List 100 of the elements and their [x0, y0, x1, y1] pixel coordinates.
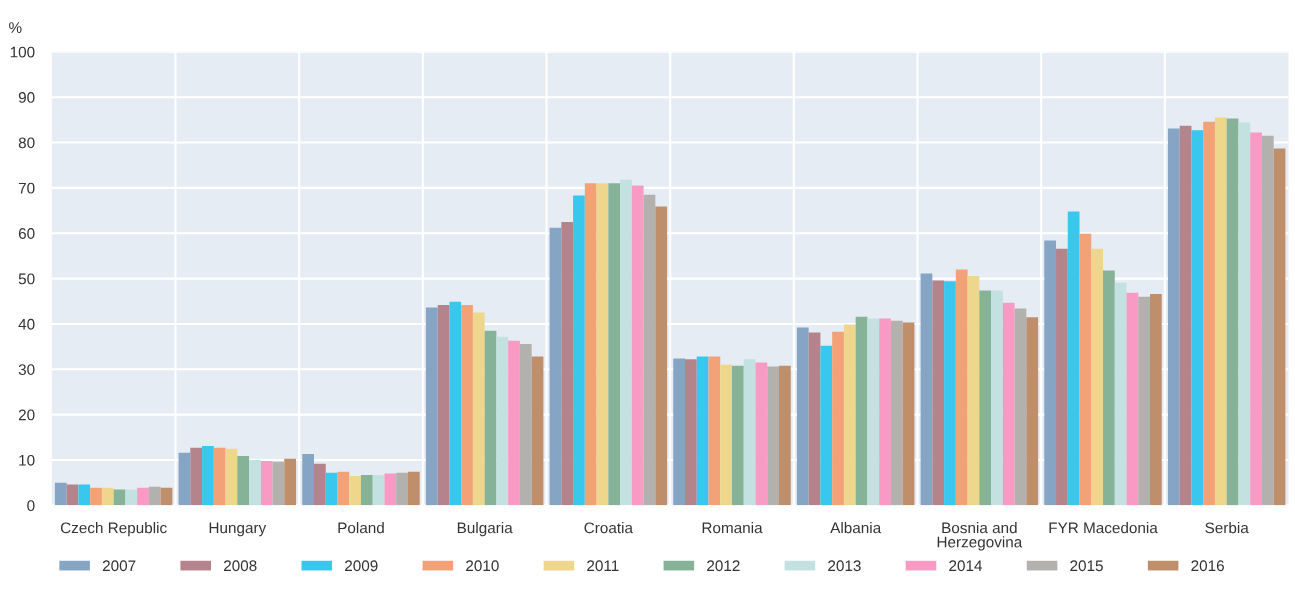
bar [832, 331, 844, 506]
bar [325, 472, 338, 506]
bar [1150, 294, 1162, 506]
bar [755, 362, 768, 506]
x-tick-label: Czech Republic [60, 522, 167, 537]
y-tick-label: 90 [18, 92, 35, 103]
bar [113, 489, 126, 506]
bar [932, 280, 945, 506]
y-tick-label: 50 [18, 273, 35, 285]
y-tick-label: 20 [18, 409, 35, 421]
bar [1191, 130, 1204, 506]
y-tick-label: 70 [18, 182, 35, 194]
bar [160, 487, 173, 506]
x-tick-label: FYR Macedonia [1049, 522, 1158, 534]
x-tick-label: Croatia [584, 522, 633, 534]
bar [1273, 148, 1286, 506]
bar [855, 316, 868, 506]
bar [396, 472, 408, 506]
bar [437, 304, 450, 506]
bar [879, 318, 891, 506]
bar [249, 460, 261, 506]
bar [90, 487, 102, 506]
bar [584, 183, 597, 506]
bar [991, 290, 1003, 506]
bar [1026, 317, 1039, 506]
bar [1138, 296, 1151, 506]
bar [508, 340, 520, 506]
bar [213, 447, 226, 506]
bar [101, 487, 114, 506]
bar [1250, 132, 1262, 506]
bar [767, 366, 779, 506]
bar [337, 471, 350, 506]
bar [531, 356, 544, 506]
bar [54, 482, 67, 506]
bar [461, 304, 473, 506]
x-tick-label: Hungary [209, 522, 267, 537]
bar [425, 307, 438, 506]
bar [796, 327, 809, 506]
bar [902, 322, 915, 506]
bar [66, 484, 79, 506]
bar [890, 320, 903, 506]
y-tick-label: 60 [18, 228, 35, 239]
y-tick-label: 40 [18, 318, 35, 330]
bar [596, 183, 609, 506]
bar [561, 221, 574, 506]
bar [1214, 117, 1227, 506]
legend-label: 2007 [102, 560, 136, 572]
x-tick-label: Bosnia and Herzegovina [937, 522, 1023, 551]
bar [1167, 128, 1180, 506]
bar [449, 301, 462, 506]
bar [1091, 248, 1104, 506]
x-tick-label: Serbia [1205, 522, 1249, 534]
bar [484, 330, 497, 506]
x-tick-label: Romania [702, 522, 763, 534]
bar [867, 318, 880, 506]
bar [1079, 233, 1092, 506]
bar [808, 332, 821, 506]
bar [519, 343, 532, 506]
legend-label: 2010 [466, 560, 499, 572]
bar [955, 269, 968, 506]
bar [472, 312, 485, 506]
bar [843, 324, 856, 506]
bar [225, 448, 238, 506]
bar [685, 359, 697, 506]
bar [1179, 125, 1192, 506]
bar [237, 455, 250, 506]
bar [1126, 292, 1139, 506]
legend-label: 2009 [345, 560, 378, 572]
bar [620, 179, 632, 506]
bar [1114, 282, 1127, 506]
bar [1002, 302, 1015, 506]
bar [260, 460, 273, 506]
y-tick-label: 30 [18, 364, 35, 375]
bar [272, 461, 285, 506]
x-tick-label: Albania [830, 522, 882, 534]
bar [673, 358, 685, 506]
legend-label: 2008 [223, 560, 257, 572]
legend-label: 2012 [707, 560, 740, 572]
legend-label: 2011 [587, 560, 619, 572]
bar [1103, 270, 1115, 506]
bar [708, 356, 721, 506]
bar [202, 445, 214, 506]
bar [1067, 211, 1080, 506]
bar [349, 475, 361, 506]
y-tick-label: 100 [10, 46, 35, 58]
bar [979, 290, 992, 506]
bar [643, 194, 656, 506]
bar [384, 473, 397, 506]
bar [655, 206, 668, 506]
bar [944, 281, 956, 506]
bar [178, 452, 191, 506]
bar [1261, 135, 1274, 506]
bar [1203, 121, 1215, 506]
bar [820, 345, 833, 506]
bar [608, 183, 621, 506]
bar [573, 195, 585, 506]
bar [967, 275, 980, 506]
legend-label: 2016 [1191, 560, 1224, 572]
x-tick-label: Bulgaria [457, 522, 513, 537]
bar [284, 458, 297, 506]
